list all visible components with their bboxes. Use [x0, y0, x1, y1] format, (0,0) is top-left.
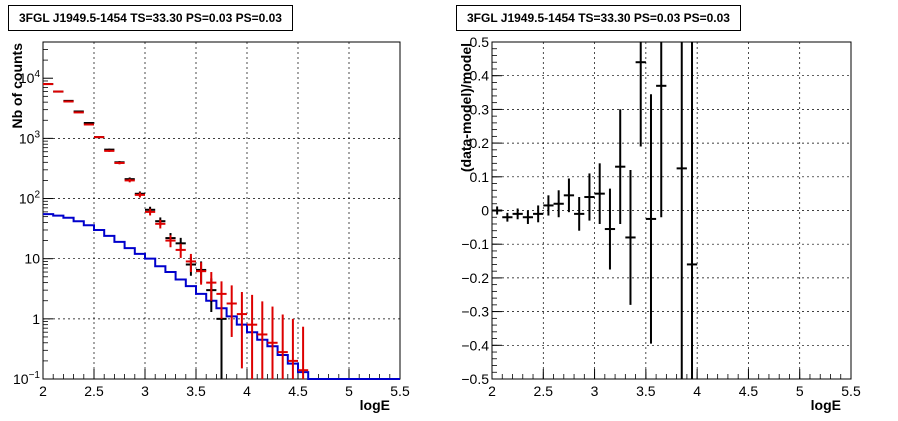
plot-frame	[491, 41, 852, 380]
x-tick-label: 5	[796, 383, 804, 399]
y-tick-label: 103	[19, 129, 41, 146]
y-tick-label: 10−1	[13, 370, 40, 387]
y-tick-label: −0.2	[461, 270, 489, 286]
y-tick-label: 102	[19, 190, 41, 207]
y-tick-label: 0	[481, 203, 489, 219]
x-tick-label: 4	[243, 383, 251, 399]
x-tick-label: 2	[488, 383, 496, 399]
x-tick-label: 2	[39, 383, 47, 399]
y-tick-label: 0.1	[470, 169, 490, 185]
y-tick-label: 0.5	[470, 34, 490, 50]
x-axis-title: logE	[360, 397, 390, 413]
x-tick-label: 4.5	[288, 383, 308, 399]
x-tick-label: 4.5	[739, 383, 759, 399]
right-chart-title: 3FGL J1949.5-1454 TS=33.30 PS=0.03 PS=0.…	[456, 5, 741, 31]
left-chart-title: 3FGL J1949.5-1454 TS=33.30 PS=0.03 PS=0.…	[8, 5, 293, 31]
x-tick-label: 5.5	[390, 383, 410, 399]
model-histogram-line	[43, 213, 400, 380]
y-tick-label: 1	[32, 311, 40, 327]
y-tick-label: 0.3	[470, 101, 490, 117]
y-tick-label: −0.3	[461, 304, 489, 320]
residual-panel: 2 2.5 3 3.5 4 4.5 5 5.5 −0.5 −0.4 −0.3 −0.2 −0.1 0 0.1…	[458, 34, 861, 413]
counts-panel: 2 2.5 3 3.5 4 4.5 5 5.5 10−1 1 10 102 103 104 logE Nb o…	[9, 41, 410, 413]
y-tick-label: 10	[24, 251, 40, 267]
y-tick-label: 104	[19, 69, 41, 86]
y-tick-label: −0.5	[461, 371, 489, 387]
x-tick-label: 5	[345, 383, 353, 399]
x-axis-title: logE	[811, 397, 841, 413]
y-axis-title: (data-model)/model	[458, 43, 474, 172]
x-tick-label: 5.5	[841, 383, 861, 399]
x-tick-label: 3	[141, 383, 149, 399]
x-tick-label: 3	[591, 383, 599, 399]
x-tick-label: 2.5	[534, 383, 554, 399]
y-tick-label: 0.4	[470, 68, 490, 84]
y-axis-title: Nb of counts	[9, 43, 25, 129]
x-tick-label: 3.5	[636, 383, 656, 399]
y-tick-label: 0.2	[470, 135, 490, 151]
x-tick-label: 2.5	[84, 383, 104, 399]
y-tick-label: −0.1	[461, 236, 489, 252]
x-tick-label: 4	[693, 383, 701, 399]
y-tick-label: −0.4	[461, 337, 489, 353]
x-tick-label: 3.5	[186, 383, 206, 399]
